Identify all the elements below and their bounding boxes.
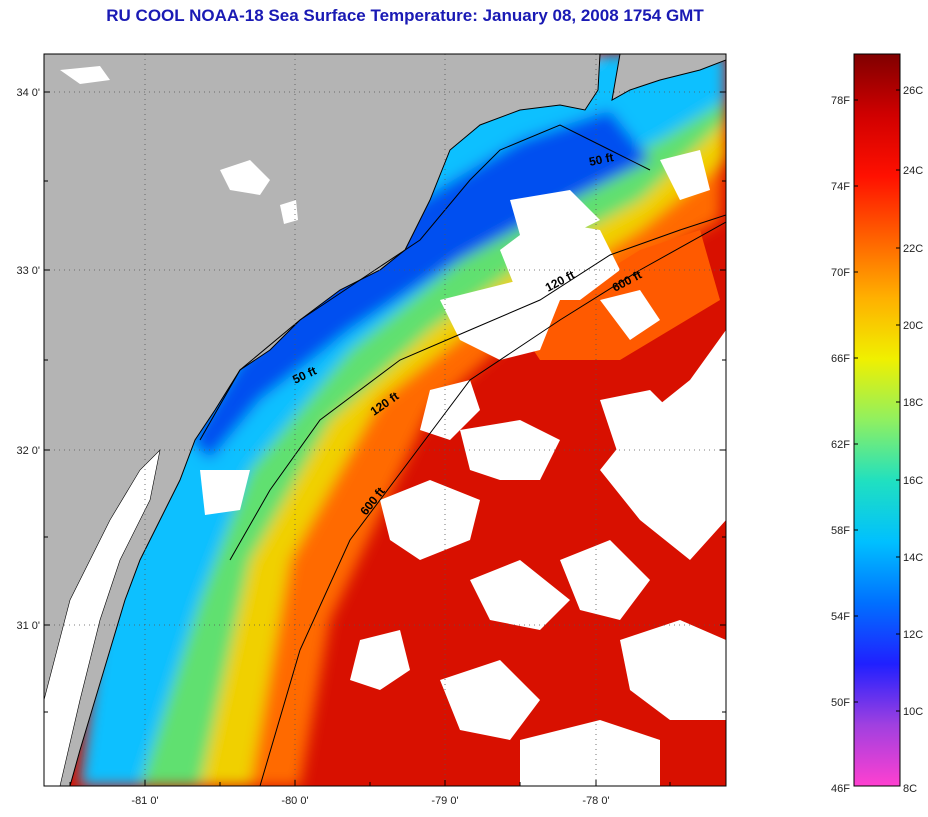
contour-120ft — [229, 214, 726, 561]
land-mass — [44, 54, 601, 786]
colorbar-c-label: 14C — [903, 552, 923, 564]
colorbar-c-label: 20C — [903, 320, 923, 332]
colorbar-f-label: 62F — [831, 439, 850, 451]
colorbar-c-label: 22C — [903, 243, 923, 255]
coastal-cloud — [44, 449, 161, 786]
colorbar-c-label: 24C — [903, 165, 923, 177]
colorbar-ticks — [854, 89, 900, 712]
colorbar-c-label: 18C — [903, 397, 923, 409]
colorbar-f-label: 70F — [831, 267, 850, 279]
colorbar-c-label: 26C — [903, 85, 923, 97]
map-area: 50 ft 120 ft 600 ft 50 ft 120 ft 600 ft — [44, 54, 726, 786]
contour-600ft — [259, 221, 726, 786]
inland-cloud-2 — [220, 160, 270, 195]
lon-label: -81 0' — [131, 795, 158, 807]
contour-label: 50 ft — [588, 150, 615, 169]
colorbar-f-label: 66F — [831, 353, 850, 365]
lat-label: 32 0' — [16, 445, 40, 457]
colorbar-f-label: 58F — [831, 525, 850, 537]
lat-label: 34 0' — [16, 87, 40, 99]
colorbar-gradient — [853, 53, 901, 787]
lat-label: 33 0' — [16, 265, 40, 277]
colorbar-c-label: 8C — [903, 783, 917, 795]
colorbar-c-label: 16C — [903, 475, 923, 487]
colorbar-f-label: 78F — [831, 95, 850, 107]
colorbar-c-label: 12C — [903, 629, 923, 641]
inland-cloud — [60, 66, 110, 84]
lon-label: -78 0' — [582, 795, 609, 807]
map-frame — [43, 53, 727, 787]
lat-label: 31 0' — [16, 620, 40, 632]
axis-ticks — [44, 91, 726, 786]
colorbar-f-label: 50F — [831, 697, 850, 709]
colorbar-c-label: 10C — [903, 706, 923, 718]
colorbar: 78F 74F 70F 66F 62F 58F 54F 50F 46F 26C … — [831, 53, 923, 795]
lon-label: -79 0' — [431, 795, 458, 807]
land-northeast — [611, 54, 726, 101]
inland-cloud-3 — [280, 200, 298, 224]
chart-title: RU COOL NOAA-18 Sea Surface Temperature:… — [106, 6, 704, 25]
graticule — [44, 54, 726, 786]
colorbar-f-label: 54F — [831, 611, 850, 623]
lon-label: -80 0' — [281, 795, 308, 807]
colorbar-f-label: 46F — [831, 783, 850, 795]
colorbar-f-label: 74F — [831, 181, 850, 193]
